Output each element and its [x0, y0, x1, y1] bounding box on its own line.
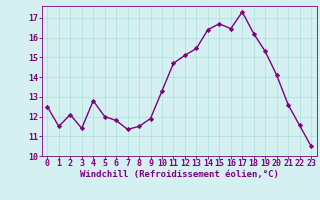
X-axis label: Windchill (Refroidissement éolien,°C): Windchill (Refroidissement éolien,°C) — [80, 170, 279, 179]
